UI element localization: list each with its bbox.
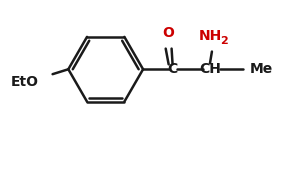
Text: NH: NH [198, 29, 222, 43]
Text: EtO: EtO [11, 75, 39, 89]
Text: O: O [163, 26, 175, 40]
Text: Me: Me [249, 62, 273, 76]
Text: 2: 2 [220, 36, 228, 46]
Text: CH: CH [199, 62, 221, 76]
Text: C: C [168, 62, 178, 76]
